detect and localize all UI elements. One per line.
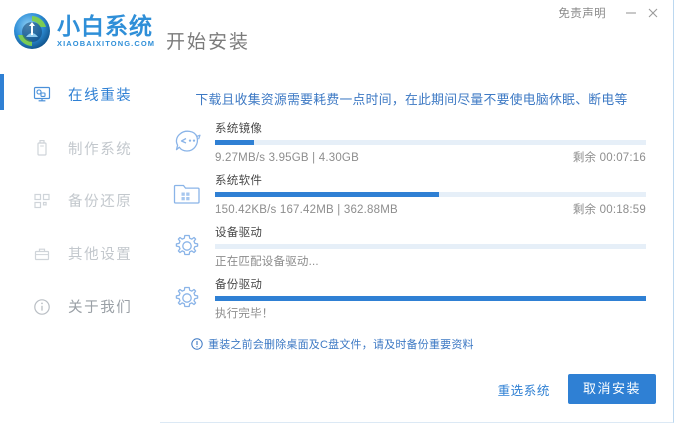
task-remaining: 剩余 00:07:16	[572, 151, 646, 164]
progress-bar	[215, 139, 646, 145]
sidebar-item-about-us[interactable]: 关于我们	[0, 280, 160, 333]
close-button[interactable]	[642, 3, 664, 23]
disclaimer-link[interactable]: 免责声明	[558, 8, 606, 20]
info-circle-icon	[33, 298, 51, 316]
logo-mark-icon	[13, 12, 51, 50]
footer-actions: 重选系统 取消安装	[498, 374, 656, 404]
progress-fill	[215, 295, 646, 301]
sidebar: 在线重装 制作系统 备	[0, 66, 160, 423]
task-body: 设备驱动 正在匹配设备驱动...	[215, 226, 663, 269]
active-marker	[0, 74, 4, 110]
monitor-icon	[33, 85, 51, 103]
gear-icon	[170, 229, 204, 263]
task-status: 执行完毕！	[215, 307, 274, 320]
task-remaining: 剩余 00:18:59	[572, 203, 646, 216]
progress-bar	[215, 295, 646, 301]
exclamation-circle-icon	[191, 338, 203, 350]
main-content: 下载且收集资源需要耗费一点时间，在此期间尽量不要使电脑休眠、断电等 系统镜像	[160, 66, 663, 423]
task-row: 备份驱动 执行完毕！	[170, 278, 663, 330]
active-marker	[0, 235, 4, 271]
brand-name-cn: 小白系统	[57, 13, 153, 39]
warning-text: 重装之前会删除桌面及C盘文件，请及时备份重要资料	[208, 339, 474, 351]
minimize-button[interactable]	[620, 3, 642, 23]
ghost-face-icon	[170, 125, 204, 159]
brand-name-en: XIAOBAIXITONG.COM	[57, 39, 156, 49]
usb-drive-icon	[33, 139, 51, 157]
sidebar-item-label: 备份还原	[68, 194, 133, 210]
task-body: 备份驱动 执行完毕！	[215, 278, 663, 321]
sidebar-item-label: 其他设置	[68, 247, 133, 263]
task-row: 系统镜像 9.27MB/s 3.95GB | 4.30GB 剩余 00:07:1…	[170, 122, 663, 174]
task-row: 设备驱动 正在匹配设备驱动...	[170, 226, 663, 278]
toolbox-icon	[33, 245, 51, 263]
app-header: 小白系统 XIAOBAIXITONG.COM 开始安装	[0, 0, 674, 66]
active-marker	[0, 288, 4, 324]
sidebar-item-make-system[interactable]: 制作系统	[0, 122, 160, 174]
task-footer: 9.27MB/s 3.95GB | 4.30GB 剩余 00:07:16	[215, 149, 646, 165]
sidebar-item-label: 制作系统	[68, 141, 133, 158]
sidebar-item-label: 在线重装	[68, 87, 133, 104]
gear-icon	[170, 281, 204, 315]
page-title: 开始安装	[166, 32, 251, 53]
task-status: 正在匹配设备驱动...	[215, 255, 319, 268]
task-name: 系统软件	[215, 175, 263, 187]
close-icon	[648, 8, 658, 18]
task-footer: 正在匹配设备驱动...	[215, 253, 646, 269]
sidebar-item-backup-restore[interactable]: 备份还原	[0, 174, 160, 227]
reselect-system-button[interactable]: 重选系统	[497, 383, 550, 398]
task-body: 系统镜像 9.27MB/s 3.95GB | 4.30GB 剩余 00:07:1…	[215, 122, 663, 165]
minimize-icon	[626, 12, 636, 14]
progress-fill	[215, 139, 254, 145]
grid-blocks-icon	[33, 192, 51, 210]
progress-bar	[215, 191, 646, 197]
cancel-install-button[interactable]: 取消安装	[567, 374, 656, 404]
progress-fill	[215, 191, 440, 197]
active-marker	[0, 182, 4, 218]
task-list: 系统镜像 9.27MB/s 3.95GB | 4.30GB 剩余 00:07:1…	[160, 122, 663, 330]
warning-note: 重装之前会删除桌面及C盘文件，请及时备份重要资料	[160, 336, 663, 352]
task-status: 150.42KB/s 167.42MB | 362.88MB	[215, 203, 398, 216]
task-name: 备份驱动	[215, 279, 263, 291]
brand-text: 小白系统 XIAOBAIXITONG.COM	[57, 12, 155, 48]
title-bar: 免责声明	[0, 0, 674, 26]
progress-bar	[215, 243, 646, 249]
brand-logo: 小白系统 XIAOBAIXITONG.COM	[13, 12, 155, 50]
active-marker	[0, 130, 4, 166]
task-row: 系统软件 150.42KB/s 167.42MB | 362.88MB 剩余 0…	[170, 174, 663, 226]
sidebar-item-other-settings[interactable]: 其他设置	[0, 227, 160, 280]
sidebar-item-online-reinstall[interactable]: 在线重装	[0, 66, 160, 122]
sidebar-item-label: 关于我们	[68, 300, 133, 316]
task-body: 系统软件 150.42KB/s 167.42MB | 362.88MB 剩余 0…	[215, 174, 663, 217]
download-notice: 下载且收集资源需要耗费一点时间，在此期间尽量不要使电脑休眠、断电等	[195, 92, 628, 107]
task-status: 9.27MB/s 3.95GB | 4.30GB	[215, 151, 359, 164]
task-name: 系统镜像	[215, 123, 263, 135]
task-footer: 150.42KB/s 167.42MB | 362.88MB 剩余 00:18:…	[215, 201, 646, 217]
folder-apps-icon	[170, 177, 204, 211]
task-name: 设备驱动	[215, 227, 263, 239]
task-footer: 执行完毕！	[215, 305, 646, 321]
